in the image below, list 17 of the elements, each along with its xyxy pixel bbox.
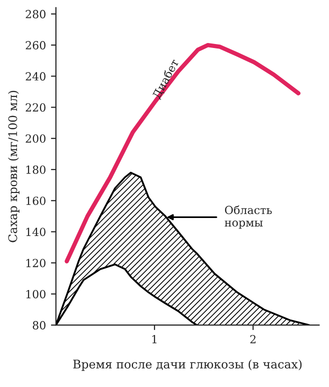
y-tick-label: 200 [26,134,46,143]
x-tick-label: 1 [152,335,156,344]
y-tick-label: 280 [26,10,46,18]
y-tick-label: 180 [26,165,46,174]
line-series [64,42,301,264]
y-tick-label: 100 [26,290,46,298]
y-tick-label: 260 [26,41,46,50]
x-axis-title: Время после дачи глюкозы (в часах) [73,359,302,371]
y-axis-title: Сахар крови (мг/100 мл) [8,90,20,242]
y-tick-label: 220 [26,103,46,112]
annotation: Область нормы [224,205,272,229]
y-tick-label: 80 [32,321,46,330]
y-tick-label: 160 [26,196,46,206]
y-tick-label: 120 [26,258,46,268]
x-tick-label: 2 [250,335,256,344]
y-tick-label: 140 [26,228,46,236]
y-tick-label: 240 [26,72,46,81]
